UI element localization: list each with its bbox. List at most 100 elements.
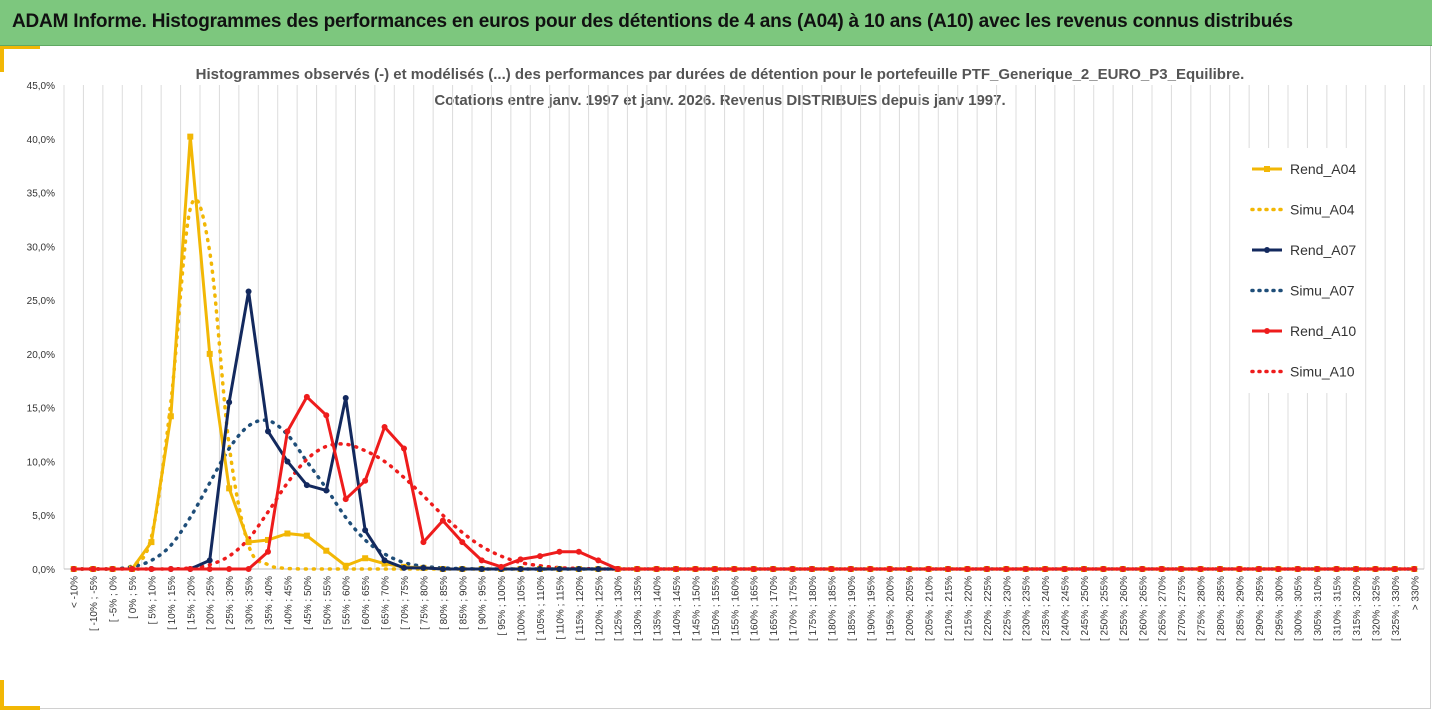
- legend-label: Simu_A07: [1290, 283, 1355, 299]
- legend-item-Rend_A04: Rend_A04: [1252, 161, 1356, 177]
- x-tick-label: [ 105% ; 110%: [536, 576, 547, 640]
- chart-legend: Rend_A04 Simu_A04 Rend_A07 Simu_A07 Rend_A10…: [1240, 148, 1360, 393]
- data-point: [1003, 566, 1010, 572]
- y-tick-label: 20,0%: [27, 350, 55, 361]
- y-tick-label: 0,0%: [32, 565, 55, 576]
- x-tick-label: [ 300% ; 305%: [1294, 576, 1305, 641]
- data-point: [1061, 566, 1068, 572]
- data-point: [711, 566, 718, 572]
- x-tick-label: [ 270% ; 275%: [1177, 576, 1188, 641]
- data-point: [537, 566, 543, 572]
- report-title: ADAM Informe. Histogrammes des performan…: [12, 11, 1293, 32]
- y-tick-label: 40,0%: [27, 135, 55, 146]
- x-tick-label: [ 275% ; 280%: [1197, 576, 1208, 641]
- chart-title-line-2: Cotations entre janv. 1997 et janv. 2026…: [434, 92, 1005, 109]
- x-tick-label: [ 10% ; 15%: [167, 576, 178, 630]
- data-point: [886, 566, 893, 572]
- data-point: [828, 566, 835, 572]
- x-tick-label: [ 245% ; 250%: [1080, 576, 1091, 641]
- data-point: [148, 566, 155, 572]
- data-point: [945, 566, 951, 572]
- series-Rend_A10: [70, 393, 1418, 572]
- legend-marker: [1264, 166, 1270, 172]
- data-point: [847, 566, 854, 572]
- data-point: [498, 563, 505, 570]
- x-tick-label: [ 235% ; 240%: [1041, 576, 1052, 641]
- data-point: [1294, 566, 1301, 572]
- x-axis: < -10% [ -10% ; -5% [ -5% ; 0% [ 0% ; 5% [ 5…: [70, 576, 1422, 641]
- x-tick-label: [ 305% ; 310%: [1313, 576, 1324, 641]
- x-tick-label: [ 90% ; 95%: [478, 576, 489, 630]
- y-tick-label: 30,0%: [27, 242, 55, 253]
- data-point: [537, 553, 543, 560]
- data-point: [187, 133, 194, 140]
- data-point: [906, 566, 913, 572]
- data-point: [634, 566, 641, 572]
- data-point: [556, 548, 563, 555]
- x-tick-label: [ 0% ; 5%: [128, 576, 139, 619]
- x-tick-label: [ 160% ; 165%: [750, 576, 761, 641]
- data-point: [148, 539, 155, 546]
- data-point: [1042, 566, 1049, 572]
- x-tick-label: [ 100% ; 105%: [517, 576, 528, 641]
- y-tick-label: 45,0%: [27, 81, 55, 92]
- data-point: [595, 557, 602, 564]
- data-point: [401, 445, 407, 452]
- data-point: [90, 566, 97, 572]
- y-tick-label: 10,0%: [27, 457, 55, 468]
- data-point: [187, 566, 194, 572]
- legend-marker: [1264, 247, 1270, 253]
- data-point: [575, 548, 582, 555]
- data-point: [265, 548, 271, 555]
- data-point: [478, 566, 485, 572]
- corner-accent-top-h: [0, 46, 40, 49]
- x-tick-label: [ 30% ; 35%: [245, 576, 256, 630]
- data-point: [517, 556, 524, 563]
- data-point: [1158, 566, 1165, 572]
- report-banner: ADAM Informe. Histogrammes des performan…: [0, 0, 1432, 46]
- x-tick-label: [ -5% ; 0%: [109, 576, 120, 622]
- data-point: [1022, 566, 1029, 572]
- x-tick-label: [ 65% ; 70%: [381, 576, 392, 630]
- data-point: [381, 424, 388, 431]
- x-tick-label: [ 95% ; 100%: [497, 576, 508, 636]
- x-tick-label: [ 260% ; 265%: [1138, 576, 1149, 641]
- corner-accent-bottom: [0, 680, 4, 710]
- x-tick-label: [ 315% ; 320%: [1352, 576, 1363, 641]
- data-point: [459, 539, 466, 546]
- x-tick-label: [ 5% ; 10%: [147, 576, 158, 624]
- x-tick-label: [ 145% ; 150%: [691, 576, 702, 641]
- data-point: [381, 557, 388, 564]
- data-point: [167, 566, 174, 572]
- data-point: [731, 566, 738, 572]
- data-point: [595, 566, 602, 572]
- x-tick-label: [ 310% ; 315%: [1333, 576, 1344, 641]
- data-point: [517, 566, 524, 572]
- series-layer: [70, 133, 1418, 572]
- data-point: [265, 428, 271, 435]
- legend-label: Rend_A10: [1290, 323, 1356, 339]
- data-point: [303, 482, 310, 489]
- legend-label: Simu_A10: [1290, 364, 1355, 380]
- data-point: [867, 566, 874, 572]
- x-tick-label: [ 290% ; 295%: [1255, 576, 1266, 641]
- data-point: [478, 557, 485, 564]
- x-tick-label: [ 225% ; 230%: [1002, 576, 1013, 641]
- data-point: [459, 566, 466, 572]
- data-point: [925, 566, 932, 572]
- x-tick-label: [ 295% ; 300%: [1274, 576, 1285, 641]
- legend-label: Rend_A07: [1290, 242, 1356, 258]
- x-tick-label: [ 195% ; 200%: [886, 576, 897, 641]
- data-point: [265, 536, 271, 543]
- x-tick-label: < -10%: [70, 576, 81, 608]
- data-point: [1314, 566, 1321, 572]
- x-tick-label: [ 15% ; 20%: [186, 576, 197, 630]
- data-point: [1391, 566, 1398, 572]
- x-tick-label: [ 55% ; 60%: [342, 576, 353, 630]
- x-tick-label: [ 140% ; 145%: [672, 576, 683, 641]
- legend-box: [1240, 148, 1360, 393]
- data-point: [226, 485, 233, 492]
- x-tick-label: [ 60% ; 65%: [361, 576, 372, 630]
- data-point: [1217, 566, 1223, 572]
- x-tick-label: [ 45% ; 50%: [303, 576, 314, 630]
